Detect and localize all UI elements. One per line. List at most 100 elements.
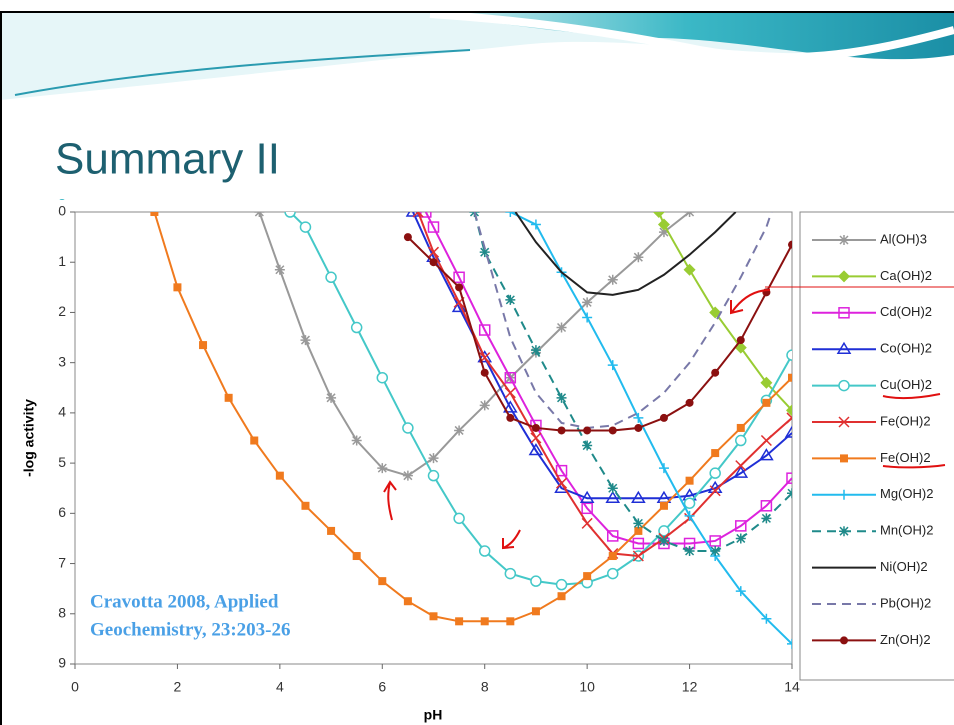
marker: [225, 394, 233, 402]
legend-label: Ca(OH)2: [880, 268, 932, 283]
marker: [506, 617, 514, 625]
marker: [531, 576, 541, 586]
marker: [481, 369, 489, 377]
y-tick-label: 8: [58, 604, 66, 620]
marker: [429, 453, 439, 463]
y-tick-label: 3: [58, 353, 66, 369]
marker: [275, 265, 285, 275]
x-tick-label: 12: [682, 679, 698, 695]
y-tick-label: 0: [58, 203, 66, 219]
marker: [532, 607, 540, 615]
marker: [352, 323, 362, 333]
legend-label: Cd(OH)2: [880, 304, 932, 319]
marker: [711, 449, 719, 457]
legend-label: Co(OH)2: [880, 341, 932, 356]
marker: [557, 323, 567, 333]
x-tick-label: 4: [276, 679, 284, 695]
marker: [326, 393, 336, 403]
legend-label: Zn(OH)2: [880, 632, 931, 647]
marker: [736, 436, 746, 446]
x-tick-label: 6: [378, 679, 386, 695]
marker: [300, 335, 310, 345]
legend-label: Pb(OH)2: [880, 595, 931, 610]
marker: [505, 295, 515, 305]
y-tick-label: 6: [58, 504, 66, 520]
marker: [840, 636, 848, 644]
marker: [429, 471, 439, 481]
marker: [430, 612, 438, 620]
legend-label: Mg(OH)2: [880, 486, 933, 501]
marker: [455, 617, 463, 625]
marker: [608, 569, 618, 579]
marker: [839, 381, 849, 391]
marker: [558, 426, 566, 434]
marker: [685, 546, 695, 556]
marker: [377, 373, 387, 383]
marker: [326, 272, 336, 282]
legend-label: Fe(OH)2: [880, 413, 931, 428]
marker: [659, 536, 669, 546]
marker: [199, 341, 207, 349]
marker: [558, 592, 566, 600]
marker: [633, 518, 643, 528]
marker: [840, 454, 848, 462]
marker: [839, 235, 849, 245]
legend-label: Ni(OH)2: [880, 559, 928, 574]
marker: [634, 424, 642, 432]
marker: [353, 552, 361, 560]
y-tick-label: 9: [58, 655, 66, 671]
marker: [839, 526, 849, 536]
marker: [327, 527, 335, 535]
x-tick-label: 10: [579, 679, 595, 695]
marker: [404, 597, 412, 605]
annotation: Cravotta 2008, Applied: [90, 591, 279, 612]
x-tick-label: 14: [784, 679, 800, 695]
marker: [505, 569, 515, 579]
marker: [352, 436, 362, 446]
marker: [582, 297, 592, 307]
marker: [633, 252, 643, 262]
legend-label: Fe(OH)2: [880, 450, 931, 465]
marker: [557, 580, 567, 590]
marker: [608, 483, 618, 493]
marker: [301, 502, 309, 510]
marker: [403, 471, 413, 481]
marker: [737, 336, 745, 344]
marker: [531, 345, 541, 355]
marker: [686, 399, 694, 407]
x-tick-label: 8: [481, 679, 489, 695]
marker: [711, 369, 719, 377]
y-axis-label: -log activity: [21, 399, 37, 477]
x-tick-label: 2: [174, 679, 182, 695]
y-tick-label: 4: [58, 404, 66, 420]
marker: [455, 283, 463, 291]
legend-label: Cu(OH)2: [880, 377, 932, 392]
marker: [403, 423, 413, 433]
marker: [736, 533, 746, 543]
marker: [506, 414, 514, 422]
marker: [404, 233, 412, 241]
marker: [710, 468, 720, 478]
marker: [377, 463, 387, 473]
marker: [480, 400, 490, 410]
marker: [583, 572, 591, 580]
marker: [557, 393, 567, 403]
marker: [609, 552, 617, 560]
annotation: Geochemistry, 23:203-26: [90, 619, 291, 640]
y-tick-label: 1: [58, 253, 66, 269]
marker: [454, 425, 464, 435]
marker: [583, 426, 591, 434]
marker: [582, 441, 592, 451]
legend-label: Al(OH)3: [880, 231, 927, 246]
slide: Summary II -log activity pH 012345678902…: [0, 0, 954, 725]
marker: [660, 414, 668, 422]
y-tick-label: 2: [58, 303, 66, 319]
marker: [481, 617, 489, 625]
legend-label: Mn(OH)2: [880, 523, 933, 538]
marker: [532, 424, 540, 432]
x-tick-label: 0: [71, 679, 79, 695]
marker: [660, 502, 668, 510]
marker: [762, 399, 770, 407]
y-tick-label: 5: [58, 454, 66, 470]
x-axis-label: pH: [424, 707, 443, 723]
